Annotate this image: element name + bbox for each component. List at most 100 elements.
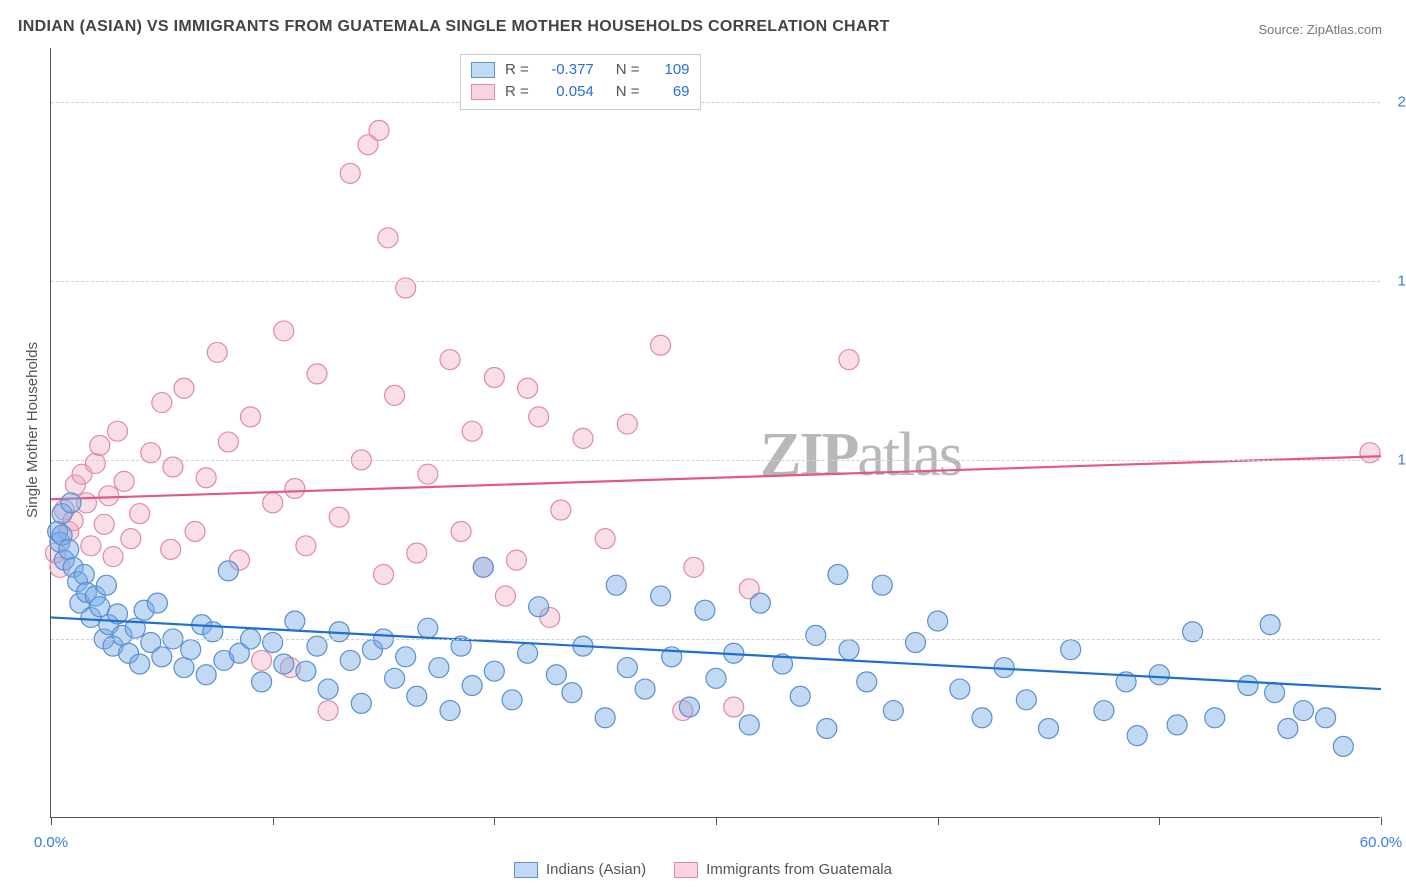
data-point (1167, 715, 1187, 735)
legend-label-pink: Immigrants from Guatemala (706, 861, 892, 878)
n-value: 109 (650, 59, 690, 81)
data-point (1260, 615, 1280, 635)
x-tick (51, 817, 52, 825)
data-point (573, 428, 593, 448)
data-point (196, 468, 216, 488)
data-point (61, 493, 81, 513)
data-point (241, 407, 261, 427)
legend-label-blue: Indians (Asian) (546, 861, 646, 878)
data-point (790, 686, 810, 706)
n-value: 69 (650, 81, 690, 103)
data-point (181, 640, 201, 660)
grid-line (51, 281, 1380, 282)
chart-svg (51, 48, 1380, 817)
data-point (651, 586, 671, 606)
data-point (679, 697, 699, 717)
legend-item-pink: Immigrants from Guatemala (674, 861, 892, 878)
data-point (595, 529, 615, 549)
x-tick (494, 817, 495, 825)
data-point (174, 378, 194, 398)
data-point (385, 385, 405, 405)
r-value: -0.377 (539, 59, 594, 81)
n-label: N = (616, 59, 640, 81)
data-point (906, 633, 926, 653)
data-point (462, 421, 482, 441)
data-point (103, 547, 123, 567)
data-point (518, 378, 538, 398)
series-legend: Indians (Asian) Immigrants from Guatemal… (0, 861, 1406, 878)
data-point (440, 701, 460, 721)
x-tick (716, 817, 717, 825)
data-point (1127, 726, 1147, 746)
data-point (418, 618, 438, 638)
data-point (972, 708, 992, 728)
data-point (857, 672, 877, 692)
data-point (85, 453, 105, 473)
data-point (296, 536, 316, 556)
data-point (218, 432, 238, 452)
y-tick-label: 10.0% (1385, 451, 1406, 468)
data-point (1278, 718, 1298, 738)
data-point (385, 668, 405, 688)
data-point (518, 643, 538, 663)
data-point (99, 486, 119, 506)
data-point (318, 701, 338, 721)
grid-line (51, 102, 1380, 103)
data-point (340, 650, 360, 670)
x-tick (273, 817, 274, 825)
data-point (440, 350, 460, 370)
data-point (484, 367, 504, 387)
y-tick-label: 15.0% (1385, 272, 1406, 289)
data-point (114, 471, 134, 491)
data-point (684, 557, 704, 577)
data-point (252, 672, 272, 692)
data-point (274, 321, 294, 341)
data-point (130, 504, 150, 524)
data-point (96, 575, 116, 595)
data-point (90, 436, 110, 456)
data-point (617, 414, 637, 434)
swatch-pink (674, 862, 698, 878)
data-point (340, 163, 360, 183)
data-point (1039, 718, 1059, 738)
data-point (81, 536, 101, 556)
data-point (529, 597, 549, 617)
data-point (263, 493, 283, 513)
data-point (196, 665, 216, 685)
data-point (1205, 708, 1225, 728)
x-tick-label: 0.0% (34, 834, 68, 851)
data-point (285, 479, 305, 499)
data-point (94, 514, 114, 534)
data-point (307, 364, 327, 384)
data-point (1149, 665, 1169, 685)
data-point (806, 625, 826, 645)
data-point (839, 350, 859, 370)
x-tick (1159, 817, 1160, 825)
legend-item-blue: Indians (Asian) (514, 861, 646, 878)
data-point (130, 654, 150, 674)
data-point (1265, 683, 1285, 703)
r-label: R = (505, 59, 529, 81)
swatch-pink (471, 84, 495, 100)
legend-row: R = -0.377 N = 109 (471, 59, 690, 81)
data-point (606, 575, 626, 595)
x-tick (938, 817, 939, 825)
data-point (1316, 708, 1336, 728)
data-point (1293, 701, 1313, 721)
data-point (1333, 736, 1353, 756)
data-point (59, 539, 79, 559)
data-point (706, 668, 726, 688)
data-point (617, 658, 637, 678)
data-point (473, 557, 493, 577)
data-point (635, 679, 655, 699)
data-point (274, 654, 294, 674)
data-point (174, 658, 194, 678)
data-point (147, 593, 167, 613)
plot-area: 5.0%10.0%15.0%20.0%0.0%60.0% (50, 48, 1380, 818)
data-point (74, 564, 94, 584)
y-axis-label: Single Mother Households (24, 342, 41, 518)
data-point (750, 593, 770, 613)
data-point (378, 228, 398, 248)
data-point (451, 521, 471, 541)
trend-line (51, 456, 1381, 499)
